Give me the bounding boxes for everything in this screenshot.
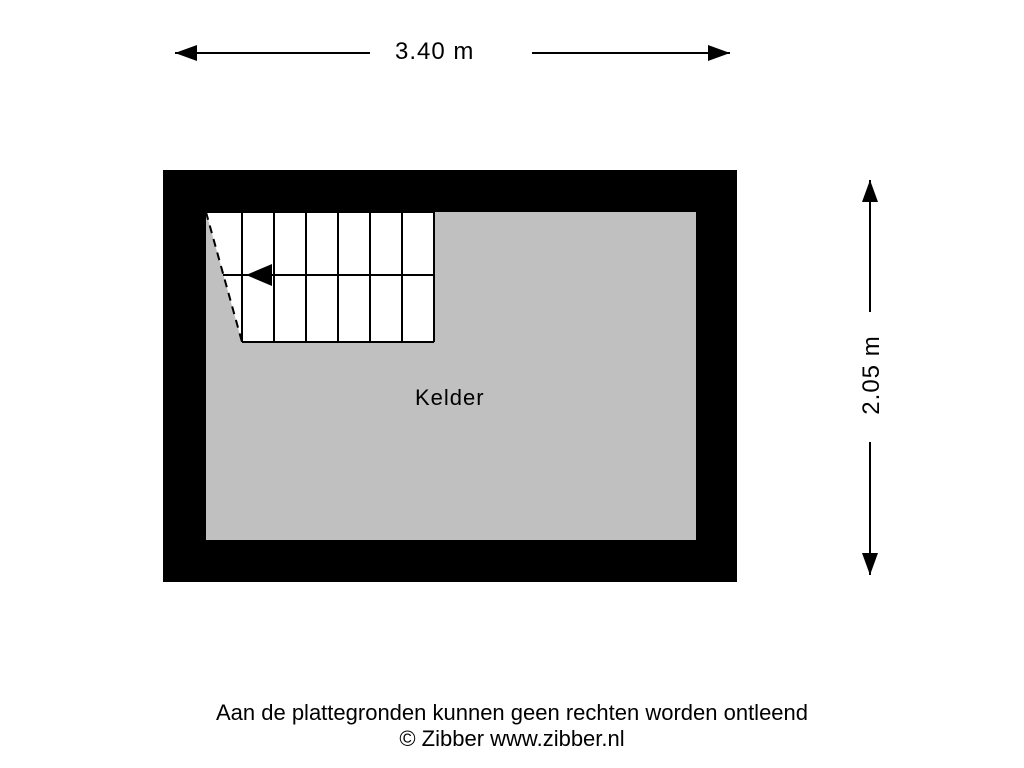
dimension-height-label: 2.05 m [858,335,886,414]
disclaimer-text: Aan de plattegronden kunnen geen rechten… [216,700,808,725]
room-label: Kelder [415,385,485,411]
footer-text: Aan de plattegronden kunnen geen rechten… [0,700,1024,752]
copyright-text: © Zibber www.zibber.nl [399,726,624,751]
floorplan-canvas: 3.40 m 2.05 m Kelder [0,0,1024,768]
stairs [206,212,456,362]
dimension-width-label: 3.40 m [395,38,474,66]
